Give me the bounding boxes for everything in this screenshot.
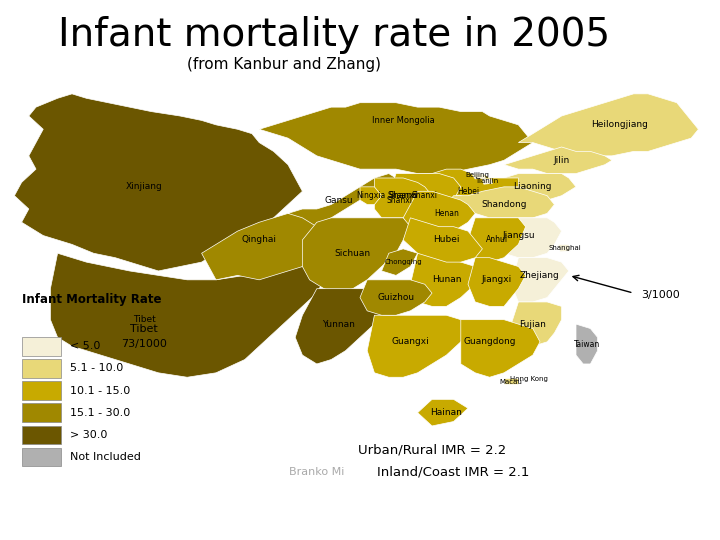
FancyBboxPatch shape <box>22 426 61 444</box>
Text: Guangdong: Guangdong <box>464 338 516 346</box>
Text: Shanxi: Shanxi <box>387 195 413 205</box>
Text: Hunan: Hunan <box>432 275 461 285</box>
Text: Anhui: Anhui <box>486 235 508 245</box>
Text: Zhejiang: Zhejiang <box>520 271 560 280</box>
FancyBboxPatch shape <box>22 359 61 377</box>
Text: Guizhou: Guizhou <box>377 293 415 302</box>
Polygon shape <box>360 187 382 205</box>
Text: Henan: Henan <box>434 209 459 218</box>
Polygon shape <box>14 94 302 271</box>
Polygon shape <box>259 103 533 173</box>
Text: Infant Mortality Rate: Infant Mortality Rate <box>22 293 161 306</box>
Text: Tibet: Tibet <box>132 315 156 324</box>
Text: 15.1 - 30.0: 15.1 - 30.0 <box>70 408 130 417</box>
Text: Tianjin: Tianjin <box>475 178 498 184</box>
Text: Jilin: Jilin <box>554 156 570 165</box>
FancyBboxPatch shape <box>22 381 61 400</box>
Polygon shape <box>403 191 475 235</box>
FancyBboxPatch shape <box>22 403 61 422</box>
Text: Hubei: Hubei <box>433 235 459 245</box>
Polygon shape <box>389 173 461 218</box>
Text: Inner Mongolia: Inner Mongolia <box>372 116 435 125</box>
Text: Liaoning: Liaoning <box>513 183 552 191</box>
Polygon shape <box>558 245 570 252</box>
Text: Gansu: Gansu <box>324 195 353 205</box>
Text: Jiangxi: Jiangxi <box>482 275 512 285</box>
Text: Ningxia: Ningxia <box>356 191 385 200</box>
Text: Xinjiang: Xinjiang <box>125 183 163 191</box>
Text: Shanghai: Shanghai <box>549 245 582 251</box>
Text: (from Kanbur and Zhang): (from Kanbur and Zhang) <box>187 57 382 72</box>
Polygon shape <box>418 169 518 200</box>
Text: Not Included: Not Included <box>70 452 140 462</box>
Text: Hong Kong: Hong Kong <box>510 376 548 382</box>
Text: Chongqing: Chongqing <box>384 259 422 265</box>
Text: Yunnan: Yunnan <box>322 320 355 329</box>
Polygon shape <box>302 218 410 293</box>
Text: Jiangsu: Jiangsu <box>502 231 535 240</box>
Polygon shape <box>468 218 526 262</box>
Polygon shape <box>382 249 418 275</box>
Text: 3/1000: 3/1000 <box>641 291 680 300</box>
Text: Branko Mi: Branko Mi <box>289 468 344 477</box>
FancyBboxPatch shape <box>22 448 61 466</box>
Text: Macau: Macau <box>500 379 523 384</box>
Polygon shape <box>468 258 526 306</box>
Text: Beijing: Beijing <box>465 172 490 178</box>
Text: Hebei: Hebei <box>457 187 479 196</box>
Text: Sichuan: Sichuan <box>335 249 371 258</box>
Text: Guangxi: Guangxi <box>392 338 429 346</box>
Polygon shape <box>472 173 486 179</box>
Text: 73/1000: 73/1000 <box>121 339 167 349</box>
Text: Shanxi: Shanxi <box>412 191 438 200</box>
Polygon shape <box>504 147 612 173</box>
Polygon shape <box>576 324 598 364</box>
Text: Tibet: Tibet <box>130 323 158 334</box>
Text: Qinghai: Qinghai <box>242 235 276 245</box>
Polygon shape <box>490 218 562 258</box>
Polygon shape <box>482 179 492 184</box>
FancyBboxPatch shape <box>22 337 61 355</box>
Polygon shape <box>490 173 576 200</box>
Text: Urban/Rural IMR = 2.2: Urban/Rural IMR = 2.2 <box>358 444 506 457</box>
Polygon shape <box>202 209 346 280</box>
Polygon shape <box>511 302 562 346</box>
Polygon shape <box>288 173 396 227</box>
Text: 10.1 - 15.0: 10.1 - 15.0 <box>70 386 130 395</box>
Polygon shape <box>367 315 468 377</box>
Polygon shape <box>295 289 396 364</box>
Polygon shape <box>403 218 482 262</box>
Text: Shandong: Shandong <box>481 200 527 209</box>
Text: 5.1 - 10.0: 5.1 - 10.0 <box>70 363 123 373</box>
Text: > 30.0: > 30.0 <box>70 430 107 440</box>
Polygon shape <box>50 253 324 377</box>
Polygon shape <box>418 400 468 426</box>
Text: Infant mortality rate in 2005: Infant mortality rate in 2005 <box>58 16 610 54</box>
Text: Shanxi: Shanxi <box>389 191 418 200</box>
Text: Hainan: Hainan <box>431 408 462 417</box>
Polygon shape <box>511 258 569 302</box>
Polygon shape <box>374 178 432 218</box>
Polygon shape <box>518 94 698 156</box>
Polygon shape <box>446 187 554 218</box>
Polygon shape <box>504 378 518 384</box>
Text: Heilongjiang: Heilongjiang <box>591 120 647 130</box>
Polygon shape <box>461 320 540 377</box>
Text: < 5.0: < 5.0 <box>70 341 100 351</box>
Polygon shape <box>360 280 432 315</box>
Text: Shaanxi: Shaanxi <box>388 191 418 200</box>
Text: Taiwan: Taiwan <box>574 340 600 348</box>
Text: Inland/Coast IMR = 2.1: Inland/Coast IMR = 2.1 <box>377 466 530 479</box>
Text: Fujian: Fujian <box>519 320 546 329</box>
Polygon shape <box>410 253 482 306</box>
